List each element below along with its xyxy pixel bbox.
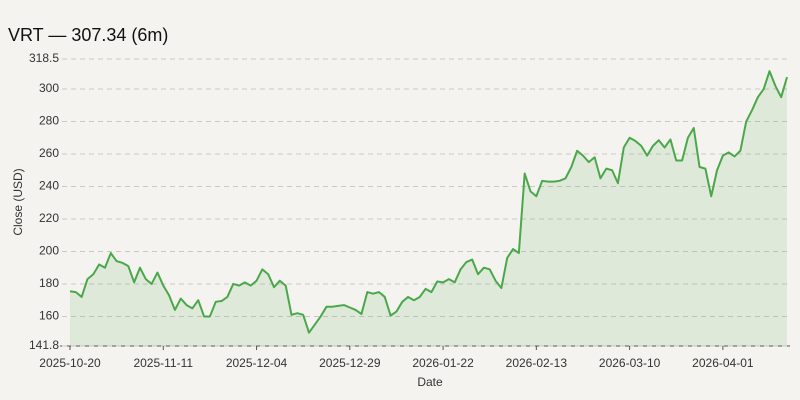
area [70, 71, 787, 347]
x-tick-label: 2026-02-13 [506, 356, 568, 370]
x-tick-label: 2026-01-22 [412, 356, 474, 370]
x-tick-label: 2025-10-20 [39, 356, 101, 370]
x-axis-label: Date [417, 375, 443, 389]
y-tick-label: 220 [39, 211, 59, 225]
y-tick-label: 180 [39, 276, 59, 290]
y-axis-label: Close (USD) [11, 168, 25, 235]
y-tick-label: 260 [39, 146, 59, 160]
x-tick-label: 2026-03-10 [599, 356, 661, 370]
y-tick-label: 141.8 [29, 338, 59, 352]
y-tick-label: 318.5 [29, 51, 59, 65]
y-tick-label: 240 [39, 179, 59, 193]
chart-title: VRT — 307.34 (6m) [8, 25, 168, 45]
y-tick-label: 160 [39, 309, 59, 323]
y-tick-label: 300 [39, 81, 59, 95]
y-tick-label: 200 [39, 244, 59, 258]
x-tick-label: 2025-12-29 [319, 356, 381, 370]
x-tick-label: 2025-11-11 [133, 356, 193, 370]
x-tick-label: 2026-04-01 [692, 356, 754, 370]
y-tick-label: 280 [39, 114, 59, 128]
x-tick-label: 2025-12-04 [226, 356, 288, 370]
line [69, 70, 788, 334]
